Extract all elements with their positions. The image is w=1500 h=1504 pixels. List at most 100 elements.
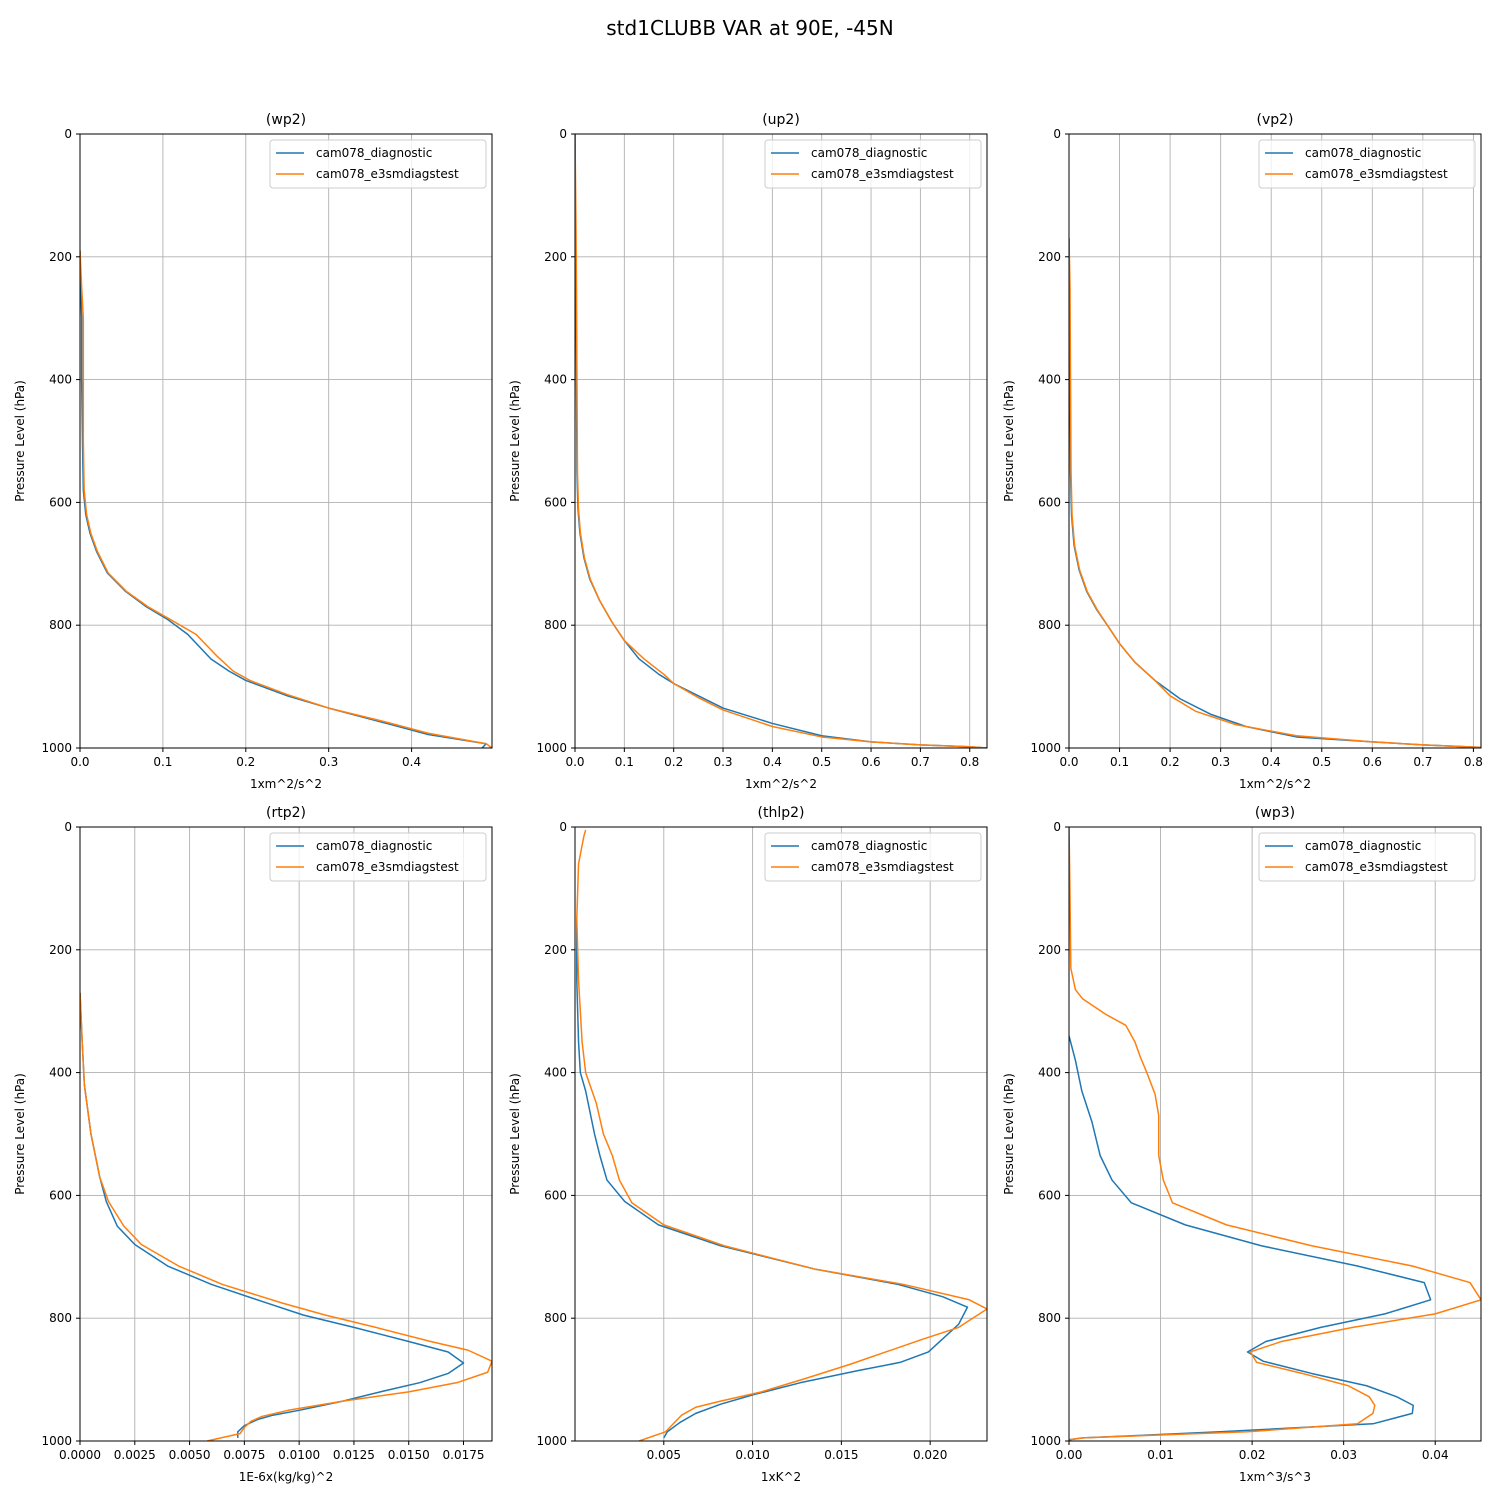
chart-2-xtick-label-1: 0.1 xyxy=(615,755,634,769)
chart-2-xlabel: 1xm^2/s^2 xyxy=(745,777,817,791)
chart-3-ytick-label-0: 0 xyxy=(1053,127,1061,141)
chart-3-legend: cam078_diagnostic cam078_e3smdiagstest xyxy=(1258,139,1476,189)
chart-2-series-line-2 xyxy=(575,134,987,748)
chart-5-title: (thlp2) xyxy=(758,805,805,821)
chart-5-xlabel: 1xK^2 xyxy=(761,1470,801,1484)
chart-6-ytick-label-5: 1000 xyxy=(1030,1434,1061,1448)
chart-6-xtick-label-4: 0.04 xyxy=(1422,1448,1449,1462)
chart-2-xtick-label-4: 0.4 xyxy=(763,755,782,769)
chart-6-ylabel: Pressure Level (hPa) xyxy=(1002,1073,1016,1195)
chart-4-xtick-label-7: 0.0175 xyxy=(443,1448,485,1462)
chart-1-xtick-label-1: 0.1 xyxy=(153,755,172,769)
chart-5-ytick-label-1: 200 xyxy=(544,943,567,957)
chart-4-xtick-label-0: 0.0000 xyxy=(59,1448,101,1462)
chart-4-ytick-label-1: 200 xyxy=(49,943,72,957)
chart-2-legend-box xyxy=(764,139,982,189)
chart-3-xtick-label-3: 0.3 xyxy=(1211,755,1230,769)
chart-2-ytick-label-2: 400 xyxy=(544,373,567,387)
chart-2-ytick-label-4: 800 xyxy=(544,618,567,632)
chart-3-ytick-label-1: 200 xyxy=(1038,250,1061,264)
chart-2-legend-label-2: cam078_e3smdiagstest xyxy=(811,167,954,181)
chart-1-ytick-label-3: 600 xyxy=(49,495,72,509)
chart-4-title: (rtp2) xyxy=(266,805,306,821)
chart-6-series-line-1 xyxy=(1069,1035,1432,1441)
chart-3-ytick-label-5: 1000 xyxy=(1030,741,1061,755)
chart-4-xtick-label-6: 0.0150 xyxy=(388,1448,430,1462)
chart-3-xtick-label-0: 0.0 xyxy=(1059,755,1078,769)
chart-4-series-line-1 xyxy=(80,992,465,1438)
chart-2-xtick-label-5: 0.5 xyxy=(812,755,831,769)
chart-6-ytick-label-0: 0 xyxy=(1053,820,1061,834)
chart-6-xtick-label-0: 0.00 xyxy=(1056,1448,1083,1462)
chart-3-series-line-1 xyxy=(1069,238,1481,748)
chart-4-ytick-label-4: 800 xyxy=(49,1311,72,1325)
figure-title: std1CLUBB VAR at 90E, -45N xyxy=(606,16,894,40)
chart-2-xtick-label-8: 0.8 xyxy=(960,755,979,769)
chart-3-legend-label-1: cam078_diagnostic xyxy=(1305,146,1421,160)
chart-4-ytick-label-0: 0 xyxy=(64,820,72,834)
chart-1-xlabel: 1xm^2/s^2 xyxy=(250,777,322,791)
chart-3: 0.0 0.1 0.2 0.3 0.4 0.5 0.6 0.7 0.8 0 200 400 600 800… xyxy=(1002,112,1483,791)
chart-6-ytick-label-4: 800 xyxy=(1038,1311,1061,1325)
chart-4-ytick-label-2: 400 xyxy=(49,1066,72,1080)
chart-2-ytick-label-1: 200 xyxy=(544,250,567,264)
chart-3-ytick-label-3: 600 xyxy=(1038,495,1061,509)
chart-2-series-line-1 xyxy=(575,134,987,748)
chart-4-legend-label-2: cam078_e3smdiagstest xyxy=(316,860,459,874)
chart-1-xtick-label-0: 0.0 xyxy=(70,755,89,769)
chart-3-ytick-label-2: 400 xyxy=(1038,373,1061,387)
chart-6-xlabel: 1xm^3/s^3 xyxy=(1239,1470,1311,1484)
chart-1-ytick-label-4: 800 xyxy=(49,618,72,632)
chart-5-xtick-label-0: 0.005 xyxy=(647,1448,681,1462)
chart-6-series-line-2 xyxy=(1069,827,1481,1441)
chart-1-legend: cam078_diagnostic cam078_e3smdiagstest xyxy=(269,139,487,189)
chart-1-xtick-label-4: 0.4 xyxy=(402,755,421,769)
chart-4-xtick-label-5: 0.0125 xyxy=(333,1448,375,1462)
chart-2-legend: cam078_diagnostic cam078_e3smdiagstest xyxy=(764,139,982,189)
chart-4-ylabel: Pressure Level (hPa) xyxy=(13,1073,27,1195)
chart-4-legend-box xyxy=(269,832,487,882)
chart-6: 0.00 0.01 0.02 0.03 0.04 0 200 400 600 800 1000 (wp… xyxy=(1002,805,1482,1484)
chart-2-ytick-label-5: 1000 xyxy=(536,741,567,755)
chart-2-ylabel: Pressure Level (hPa) xyxy=(508,380,522,502)
chart-2: 0.0 0.1 0.2 0.3 0.4 0.5 0.6 0.7 0.8 0 200 400 600 800… xyxy=(508,112,988,791)
chart-1: 0.0 0.1 0.2 0.3 0.4 0 200 400 600 800 1000 (wp2) 1xm… xyxy=(13,112,493,791)
chart-2-xtick-label-6: 0.6 xyxy=(862,755,881,769)
chart-1-ytick-label-2: 400 xyxy=(49,373,72,387)
chart-3-xlabel: 1xm^2/s^2 xyxy=(1239,777,1311,791)
chart-5-xtick-label-2: 0.015 xyxy=(824,1448,858,1462)
chart-5-legend-label-1: cam078_diagnostic xyxy=(811,839,927,853)
chart-2-axes-frame xyxy=(574,133,988,749)
chart-1-ytick-label-5: 1000 xyxy=(41,741,72,755)
chart-1-series-line-2 xyxy=(80,250,492,748)
chart-3-title: (vp2) xyxy=(1256,112,1293,128)
chart-1-ylabel: Pressure Level (hPa) xyxy=(13,380,27,502)
chart-4-xtick-label-1: 0.0025 xyxy=(114,1448,156,1462)
chart-4-xtick-label-3: 0.0075 xyxy=(223,1448,265,1462)
chart-5-legend-box xyxy=(764,832,982,882)
chart-6-axes-frame xyxy=(1068,826,1482,1442)
chart-4: 0.0000 0.0025 0.0050 0.0075 0.0100 0.0125 0.01… xyxy=(13,805,493,1484)
chart-6-xtick-label-3: 0.03 xyxy=(1330,1448,1357,1462)
chart-4-xtick-label-2: 0.0050 xyxy=(169,1448,211,1462)
chart-3-ytick-label-4: 800 xyxy=(1038,618,1061,632)
chart-6-ytick-label-1: 200 xyxy=(1038,943,1061,957)
chart-2-xtick-label-0: 0.0 xyxy=(565,755,584,769)
chart-3-legend-label-2: cam078_e3smdiagstest xyxy=(1305,167,1448,181)
chart-2-xtick-label-2: 0.2 xyxy=(664,755,683,769)
chart-1-series-line-1 xyxy=(80,250,487,748)
chart-3-xtick-label-1: 0.1 xyxy=(1110,755,1129,769)
chart-1-title: (wp2) xyxy=(266,112,306,128)
chart-1-axes-frame xyxy=(79,133,493,749)
chart-4-xtick-label-4: 0.0100 xyxy=(278,1448,320,1462)
chart-5-ylabel: Pressure Level (hPa) xyxy=(508,1073,522,1195)
chart-6-legend-box xyxy=(1258,832,1476,882)
chart-5-ytick-label-2: 400 xyxy=(544,1066,567,1080)
chart-5: 0.005 0.010 0.015 0.020 0 200 400 600 800 1000 (th… xyxy=(508,805,988,1484)
chart-6-legend-label-2: cam078_e3smdiagstest xyxy=(1305,860,1448,874)
chart-2-legend-label-1: cam078_diagnostic xyxy=(811,146,927,160)
chart-6-xtick-label-2: 0.02 xyxy=(1239,1448,1266,1462)
chart-5-ytick-label-3: 600 xyxy=(544,1188,567,1202)
chart-3-xtick-label-5: 0.5 xyxy=(1312,755,1331,769)
